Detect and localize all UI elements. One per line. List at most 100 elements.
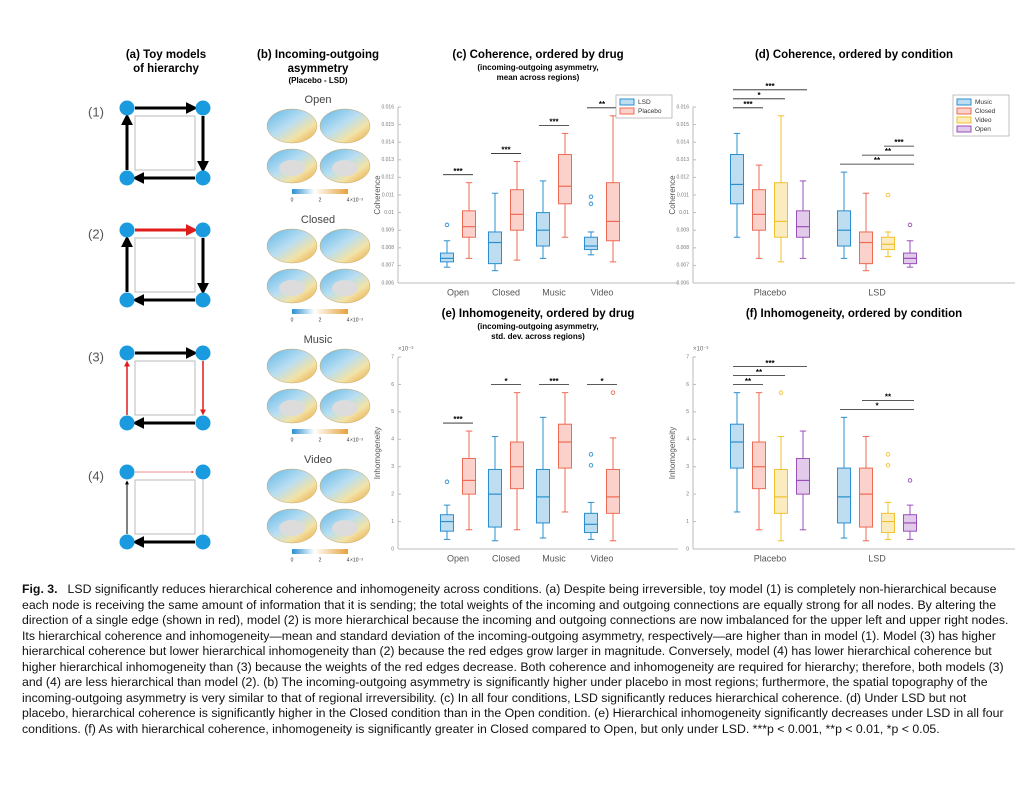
legend-label: Placebo <box>638 108 662 115</box>
box <box>730 154 744 205</box>
significance-label: *** <box>743 100 753 109</box>
panel-title: (b) Incoming-outgoing <box>257 49 379 61</box>
y-tick-label: 5 <box>686 409 689 415</box>
chart-title: (e) Inhomogeneity, ordered by drug <box>442 308 635 320</box>
y-tick-label: 0.007 <box>676 263 689 269</box>
significance-label: * <box>757 91 761 100</box>
box <box>510 189 524 231</box>
significance-label: *** <box>501 146 511 155</box>
outlier <box>885 463 891 468</box>
colorbar-label: 4 <box>347 437 350 443</box>
outlier <box>778 390 784 395</box>
node <box>195 100 211 116</box>
y-tick-label: 0.014 <box>676 140 689 146</box>
brain-map <box>319 108 371 144</box>
legend-label: Video <box>975 117 992 124</box>
y-tick-label: 4 <box>391 437 394 443</box>
outlier <box>444 479 450 485</box>
brain-medial <box>332 160 358 176</box>
y-tick-label: 0.011 <box>382 192 394 198</box>
chart-title: (c) Coherence, ordered by drug <box>452 49 623 61</box>
node <box>119 415 135 431</box>
caption-text: LSD significantly reduces hierarchical c… <box>22 582 1009 736</box>
box <box>536 212 550 247</box>
y-tick-label: 0.013 <box>676 157 689 163</box>
node <box>119 345 135 361</box>
x-tick-label: Closed <box>492 553 520 563</box>
model-label: (1) <box>88 104 104 119</box>
y-tick-label: 0.016 <box>676 104 689 110</box>
box <box>440 514 454 532</box>
node <box>195 222 211 238</box>
colorbar-exponent: ×10⁻³ <box>350 317 363 323</box>
panel-title: (a) Toy models <box>126 49 206 61</box>
brain-map <box>266 228 318 264</box>
outlier <box>907 478 913 483</box>
colorbar-exponent: ×10⁻³ <box>350 197 363 203</box>
box <box>859 231 873 265</box>
significance-label: * <box>504 377 508 386</box>
box <box>488 468 502 528</box>
y-tick-label: 4 <box>686 437 689 443</box>
node <box>119 534 135 550</box>
y-tick-label: 0.016 <box>381 104 394 110</box>
condition-label: Music <box>304 334 333 346</box>
outlier <box>885 452 891 457</box>
significance-label: *** <box>894 138 904 147</box>
y-tick-label: 0.007 <box>381 263 394 269</box>
node <box>195 345 211 361</box>
y-axis-label: Coherence <box>373 175 382 215</box>
brain-medial <box>279 280 305 296</box>
legend-swatch <box>956 107 972 115</box>
y-axis-label: Inhomogeneity <box>668 427 677 479</box>
y-tick-label: 0.015 <box>381 122 394 128</box>
y-tick-label: 0.015 <box>676 122 689 128</box>
box <box>837 210 851 247</box>
colorbar <box>292 309 348 314</box>
significance-label: ** <box>885 392 892 401</box>
significance-label: ** <box>599 100 606 109</box>
panel-title: asymmetry <box>288 63 349 75</box>
box <box>606 468 620 514</box>
y-exponent: ×10⁻³ <box>398 347 413 353</box>
significance-label: ** <box>885 147 892 156</box>
model-label: (4) <box>88 468 104 483</box>
box <box>752 189 766 231</box>
box <box>774 182 788 238</box>
caption: Fig. 3. LSD significantly reduces hierarc… <box>22 582 1012 737</box>
colorbar-label: 2 <box>319 557 322 563</box>
legend-swatch <box>956 125 972 133</box>
chart-subtitle: (incoming-outgoing asymmetry, <box>477 63 598 72</box>
box <box>752 441 766 490</box>
y-tick-label: 0.01 <box>679 210 689 216</box>
x-tick-label: LSD <box>868 553 886 563</box>
node <box>119 464 135 480</box>
legend-swatch <box>956 116 972 124</box>
box <box>462 210 476 238</box>
y-axis-label: Coherence <box>668 175 677 215</box>
y-tick-label: 0.009 <box>381 228 394 234</box>
y-tick-label: 0.009 <box>676 228 689 234</box>
outlier <box>444 222 450 228</box>
colorbar-label: 0 <box>291 437 294 443</box>
legend-label: LSD <box>638 99 651 106</box>
significance-label: ** <box>756 368 763 377</box>
y-exponent: ×10⁻³ <box>693 347 708 353</box>
inner-edges <box>134 237 196 293</box>
y-tick-label: 0.012 <box>676 175 689 181</box>
outlier <box>907 222 913 228</box>
significance-label: *** <box>453 415 463 424</box>
colorbar-label: 0 <box>291 557 294 563</box>
x-tick-label: Placebo <box>754 287 787 297</box>
outlier <box>588 463 594 468</box>
x-tick-label: Video <box>591 553 614 563</box>
significance-label: ** <box>745 377 752 386</box>
condition-label: Open <box>305 94 332 106</box>
node <box>195 415 211 431</box>
colorbar-label: 2 <box>319 197 322 203</box>
legend-swatch <box>619 98 635 106</box>
box <box>606 182 620 242</box>
colorbar-exponent: ×10⁻³ <box>350 437 363 443</box>
box <box>774 468 788 514</box>
